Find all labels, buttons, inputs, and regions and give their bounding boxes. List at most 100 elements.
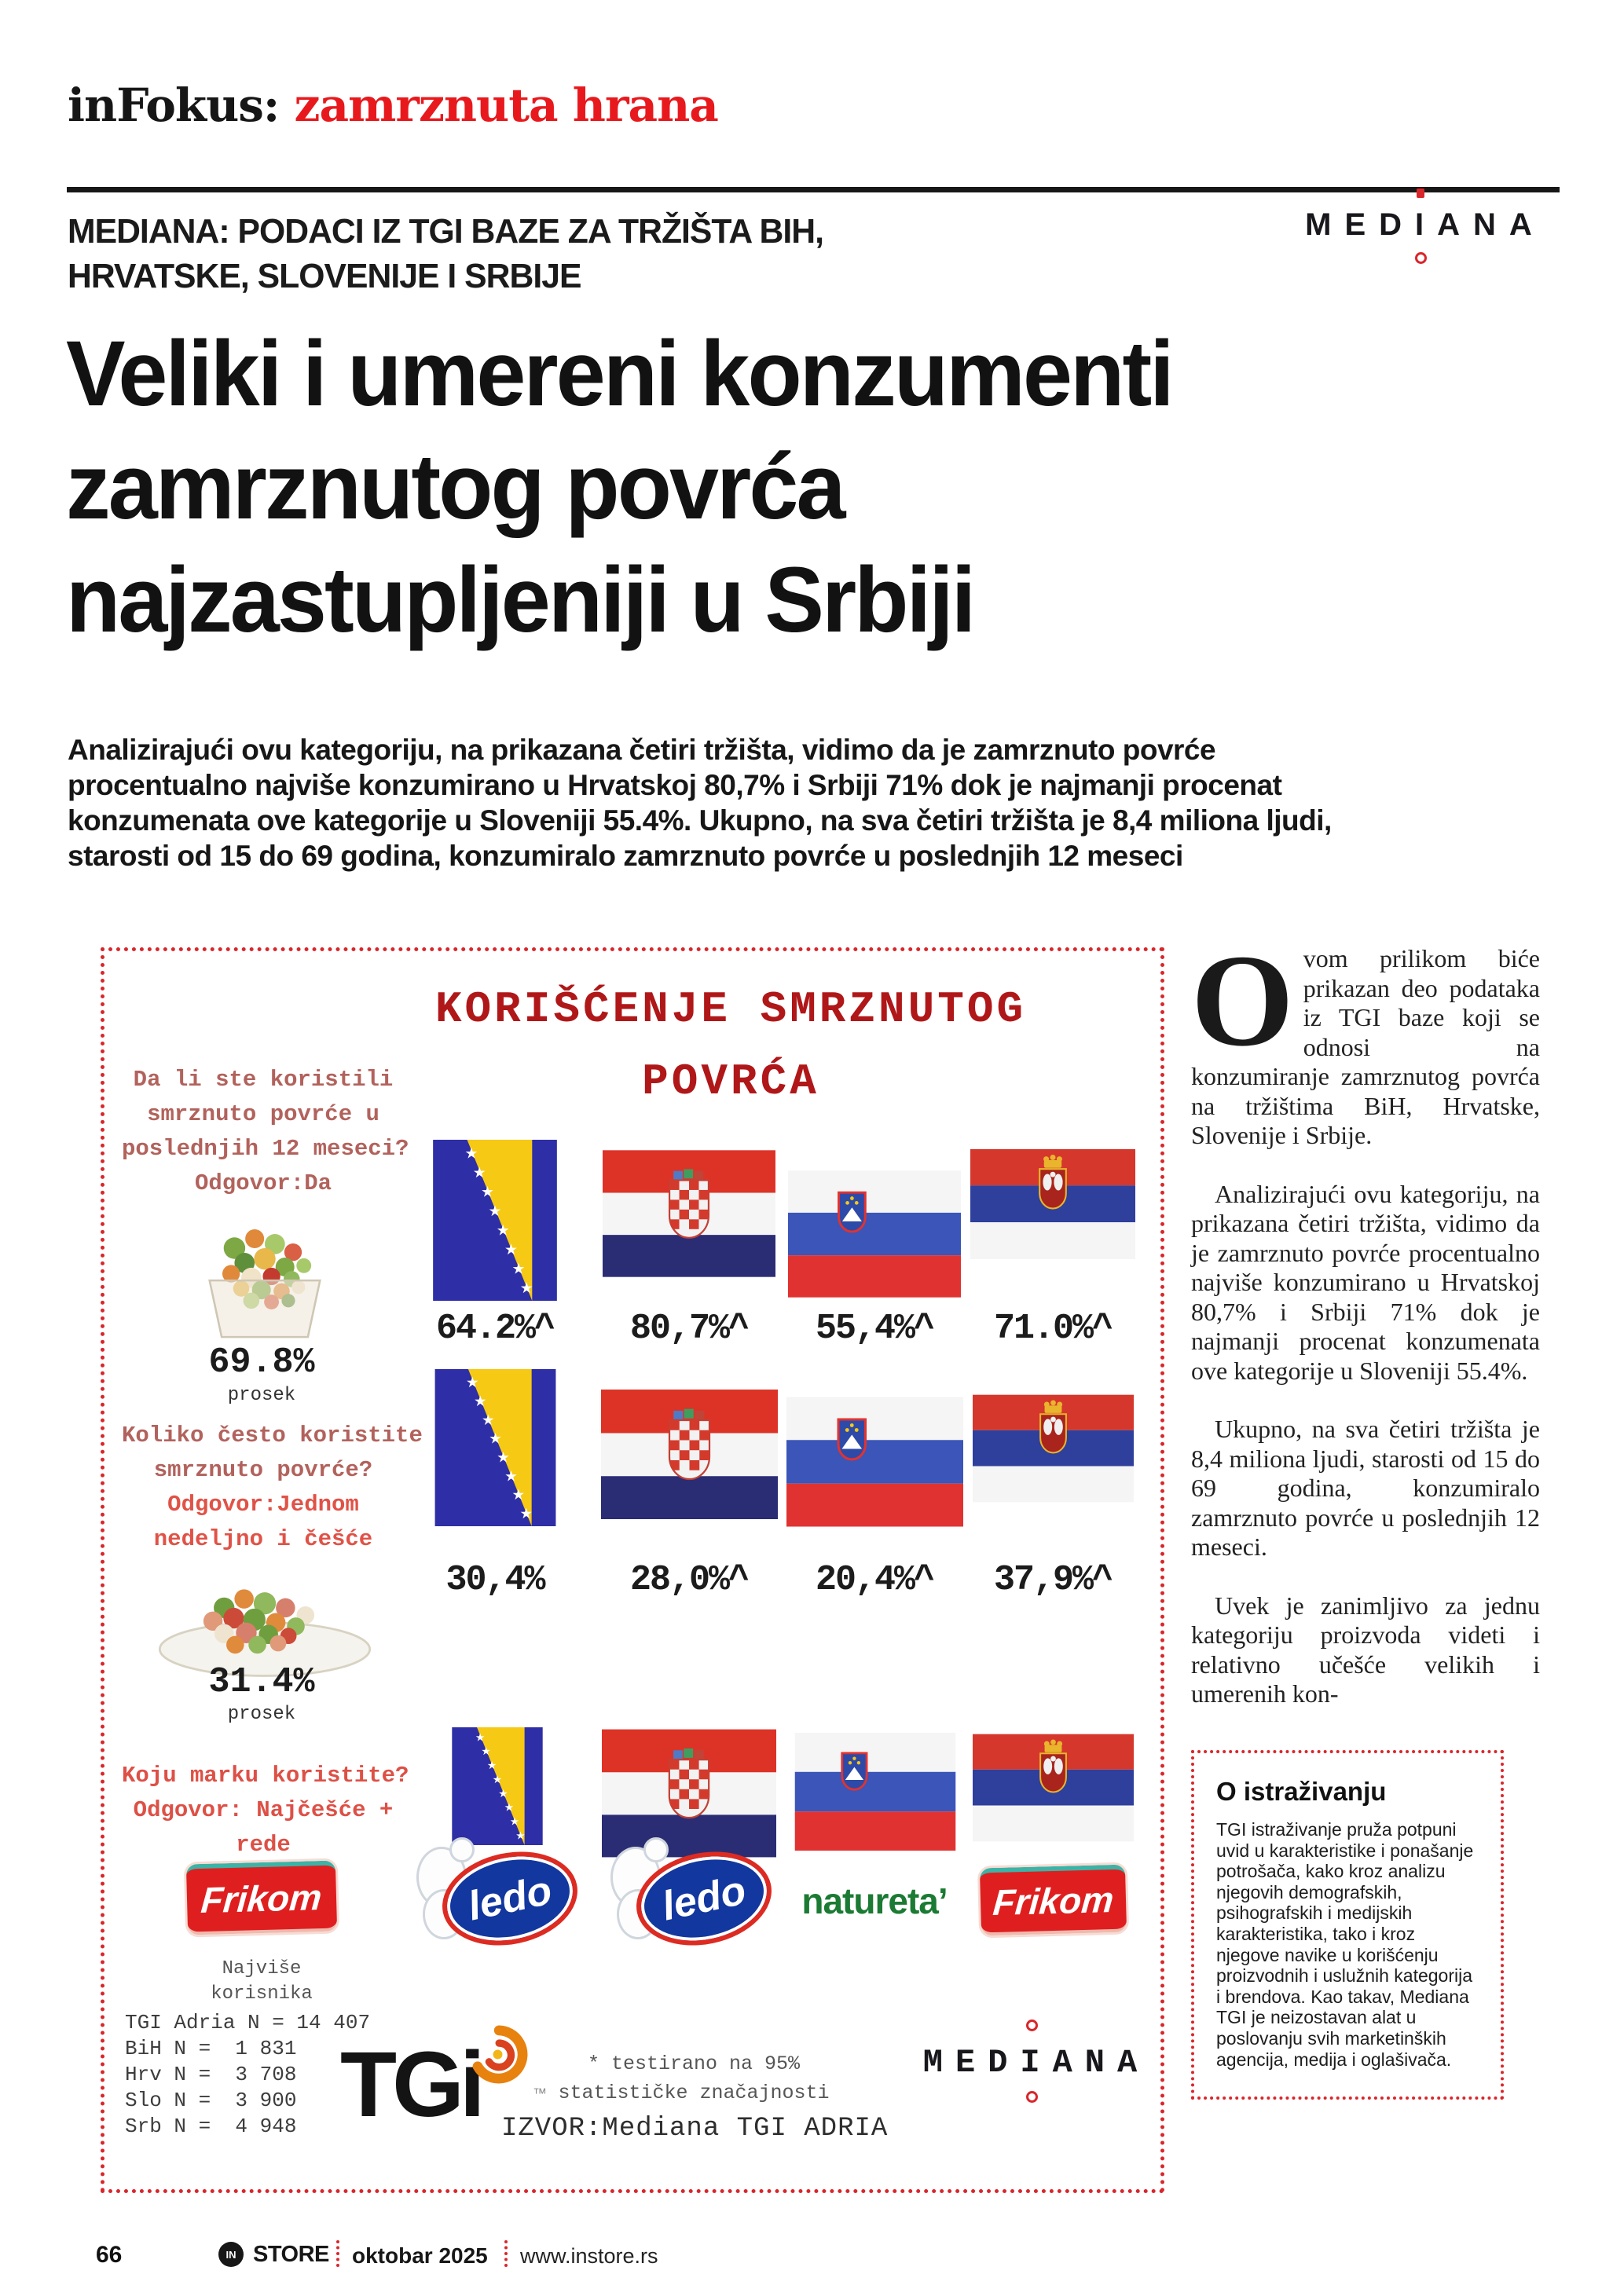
most-users-line-1: Najviše bbox=[222, 1958, 302, 1979]
masthead-topic: zamrznuta hrana bbox=[279, 79, 719, 132]
question-2-answer-2: nedeljno i češće bbox=[153, 1526, 373, 1552]
lead-line-3: konzumenata ove kategorije u Sloveniji 5… bbox=[68, 804, 1332, 837]
q2-value-srb: 37,9%^ bbox=[993, 1560, 1113, 1600]
chart-source: IZVOR:Mediana TGI ADRIA bbox=[501, 2114, 889, 2144]
instore-logo-text: STORE bbox=[253, 2242, 329, 2267]
ledo-logo: ledo bbox=[609, 1833, 781, 1957]
lead-line-2: procentualno najviše konzumirano u Hrvat… bbox=[68, 769, 1282, 801]
mediana-logo-bottom-mark bbox=[1025, 2091, 1038, 2103]
most-users-label: Najviše korisnika bbox=[175, 1957, 348, 2007]
chart-title-line-2: POVRĆA bbox=[642, 1056, 819, 1107]
instore-logo-icon: IN bbox=[218, 2242, 244, 2267]
header-divider bbox=[67, 187, 1560, 192]
masthead-section: inFokus: bbox=[68, 79, 280, 132]
q1-average-label: prosek bbox=[227, 1385, 296, 1406]
polar-bear-icon bbox=[449, 1837, 475, 1862]
about-research-box: O istraživanju TGI istraživanje pruža po… bbox=[1191, 1750, 1504, 2100]
most-users-line-2: korisnika bbox=[211, 1983, 313, 2005]
mediana-logo-header: MEDIANA bbox=[1281, 189, 1560, 264]
flag-croatia-icon bbox=[603, 1146, 775, 1281]
kicker-line-2: HRVATSKE, SLOVENIJE I SRBIJE bbox=[68, 257, 581, 295]
article-paragraph-3: Ukupno, na sva četiri tržišta je 8,4 mil… bbox=[1191, 1415, 1540, 1561]
footer-separator bbox=[336, 2240, 339, 2267]
q2-average-label: prosek bbox=[227, 1704, 296, 1725]
question-2: Koliko često koristite smrznuto povrće? … bbox=[122, 1419, 423, 1557]
q2-value-slo: 20,4%^ bbox=[815, 1560, 935, 1600]
note-line-1: * testirano na 95% bbox=[587, 2052, 801, 2075]
sample-size-block: TGI Adria N = 14 407 BiH N = 1 831 Hrv N… bbox=[125, 2010, 370, 2140]
question-3: Koju marku koristite? Odgovor: Najčešće … bbox=[122, 1759, 409, 1862]
sample-line-1: TGI Adria N = 14 407 bbox=[125, 2011, 371, 2034]
about-box-title: O istraživanju bbox=[1216, 1777, 1387, 1806]
website-url: www.instore.rs bbox=[520, 2244, 658, 2268]
q1-value-slo: 55,4%^ bbox=[815, 1309, 935, 1349]
footer-separator bbox=[504, 2240, 508, 2267]
natureta-logo: natureta’ bbox=[801, 1880, 948, 1921]
issue-date: oktobar 2025 bbox=[352, 2243, 488, 2268]
tgi-spiral-icon bbox=[464, 2021, 531, 2088]
mediana-logo-top-mark bbox=[1025, 2020, 1038, 2031]
article-paragraph-2: Analizirajući ovu kategoriju, na prikaza… bbox=[1191, 1179, 1540, 1385]
kicker-line-1: MEDIANA: PODACI IZ TGI BAZE ZA TRŽIŠTA B… bbox=[68, 212, 824, 251]
frikom-logo-text: Frikom bbox=[200, 1876, 324, 1921]
lead-line-1: Analizirajući ovu kategoriju, na prikaza… bbox=[68, 734, 1216, 766]
question-1: Da li ste koristili smrznuto povrće u po… bbox=[122, 1063, 409, 1201]
article-kicker: MEDIANA: PODACI IZ TGI BAZE ZA TRŽIŠTA B… bbox=[68, 209, 824, 298]
question-3-line-2: Odgovor: Najčešće + bbox=[133, 1797, 394, 1823]
mediana-logo-chart: MEDIANA bbox=[906, 2020, 1157, 2103]
sample-line-5: Srb N = 4 948 bbox=[125, 2115, 297, 2138]
question-2-line-2: smrznuto povrće? bbox=[153, 1457, 373, 1483]
lead-line-4: starosti od 15 do 69 godina, konzumiralo… bbox=[68, 840, 1183, 872]
flag-croatia-icon bbox=[601, 1382, 778, 1527]
salad-bowl-image bbox=[170, 1201, 359, 1342]
title-line-2: zamrznutog povrća bbox=[66, 435, 845, 539]
mediana-logo-letters: MEDIANA bbox=[922, 2044, 1150, 2082]
flag-slovenia-icon bbox=[788, 1152, 961, 1316]
mediana-logo-top-mark bbox=[1417, 189, 1424, 198]
frikom-logo: Frikom bbox=[979, 1864, 1127, 1936]
note-line-2: statističke značajnosti bbox=[558, 2082, 830, 2104]
page-number: 66 bbox=[96, 2242, 123, 2268]
sample-line-3: Hrv N = 3 708 bbox=[125, 2063, 297, 2086]
flag-slovenia-icon bbox=[786, 1395, 963, 1529]
question-1-line-3: poslednjih 12 meseci? bbox=[122, 1136, 409, 1162]
question-1-line-2: smrznuto povrće u bbox=[147, 1101, 379, 1127]
q2-average: 31.4% bbox=[208, 1662, 315, 1702]
mediana-logo-letters: MEDIANA bbox=[1305, 207, 1545, 242]
article-paragraph-4: Uvek je zanimljivo za jednu kategoriju p… bbox=[1191, 1591, 1540, 1708]
flag-bih-icon bbox=[416, 1140, 574, 1301]
article-lead: Analizirajući ovu kategoriju, na prikaza… bbox=[68, 732, 1332, 873]
mediana-logo-bottom-mark bbox=[1414, 252, 1427, 264]
question-3-line-1: Koju marku koristite? bbox=[122, 1763, 409, 1789]
flag-bih-icon bbox=[411, 1727, 584, 1845]
question-2-answer-1: Odgovor:Jednom bbox=[167, 1492, 359, 1518]
paragraph-1-text: vom prilikom biće prikazan deo podataka … bbox=[1191, 944, 1540, 1149]
ledo-logo-text: ledo bbox=[464, 1867, 556, 1930]
chart-title-line-1: KORIŠĆENJE SMRZNUTOG bbox=[434, 984, 1027, 1034]
drop-cap: O bbox=[1191, 928, 1294, 1074]
sample-line-4: Slo N = 3 900 bbox=[125, 2089, 297, 2112]
article-title: Veliki i umereni konzumenti zamrznutog p… bbox=[66, 317, 1175, 657]
q1-value-hrv: 80,7%^ bbox=[629, 1309, 750, 1349]
about-box-body: TGI istraživanje pruža potpuni uvid u ka… bbox=[1216, 1819, 1474, 2070]
q1-value-bih: 64.2%^ bbox=[435, 1309, 555, 1349]
flag-bih-icon bbox=[407, 1369, 584, 1526]
frikom-logo-text: Frikom bbox=[991, 1878, 1116, 1924]
question-3-line-3: rede bbox=[236, 1832, 291, 1858]
tgi-logo: TGi ™ bbox=[340, 2033, 547, 2151]
infographic-box: KORIŠĆENJE SMRZNUTOG POVRĆA Da li ste ko… bbox=[101, 947, 1164, 2193]
polar-bear-icon bbox=[643, 1837, 669, 1862]
flag-serbia-icon bbox=[973, 1390, 1134, 1507]
flag-slovenia-icon bbox=[788, 1733, 962, 1851]
tgi-logo-text: TGi bbox=[340, 2033, 486, 2137]
ledo-logo: ledo bbox=[415, 1833, 587, 1957]
question-1-line-1: Da li ste koristili bbox=[133, 1067, 394, 1093]
q2-value-bih: 30,4% bbox=[445, 1560, 545, 1600]
section-masthead: inFokus: zamrznuta hrana bbox=[68, 79, 719, 132]
flag-serbia-icon bbox=[970, 1143, 1135, 1265]
title-line-3: najzastupljeniji u Srbiji bbox=[66, 548, 976, 652]
question-2-line-1: Koliko često koristite bbox=[122, 1423, 423, 1448]
